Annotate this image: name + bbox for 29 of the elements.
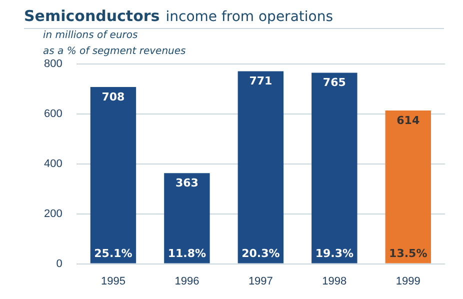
- y-tick-label: 200: [44, 208, 62, 220]
- bar: [312, 72, 358, 264]
- text: in millions of euros: [43, 30, 138, 41]
- chart-title: Semiconductors: [24, 7, 160, 25]
- x-tick-label: 1999: [396, 275, 420, 288]
- data-label: 708: [102, 90, 125, 104]
- x-tick-label: 1996: [174, 275, 200, 288]
- x-tick-label: 1998: [322, 275, 347, 288]
- annotation: 25.1%: [94, 247, 132, 260]
- data-label: 765: [322, 76, 346, 90]
- y-tick-label: 400: [44, 158, 62, 170]
- annotation: 20.3%: [242, 247, 280, 260]
- y-tick-label: 800: [44, 58, 62, 70]
- data-label: 614: [396, 114, 420, 127]
- annotation: 11.8%: [168, 247, 206, 260]
- bar: [238, 71, 284, 264]
- chart-subtitle: income from operations: [166, 9, 334, 25]
- bar: [385, 110, 431, 264]
- y-tick-label: 0: [56, 258, 62, 270]
- text: as a % of segment revenues: [43, 46, 186, 57]
- bar: [90, 86, 136, 264]
- x-tick-label: 1995: [100, 275, 126, 288]
- data-label: 363: [175, 176, 198, 190]
- y-tick-label: 600: [44, 108, 62, 120]
- data-label: 771: [249, 74, 272, 88]
- annotation: 13.5%: [389, 247, 428, 260]
- x-tick-label: 1997: [248, 275, 273, 288]
- annotation: 19.3%: [315, 247, 354, 260]
- bar: [164, 173, 210, 264]
